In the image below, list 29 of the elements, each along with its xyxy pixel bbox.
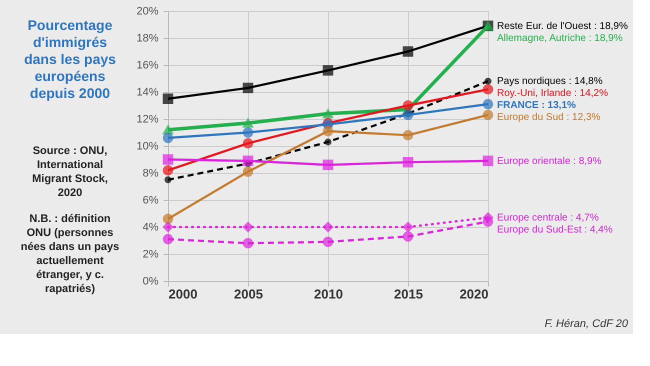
series-label: Allemagne, Autriche : 18,9% [497, 32, 623, 44]
series-label: FRANCE : 13,1% [497, 100, 576, 112]
y-tick-label: 12% [136, 114, 159, 126]
source-note: Source : ONU, International Migrant Stock, 2020 [32, 145, 108, 199]
y-tick-label: 0% [142, 276, 159, 288]
text: Pourcentage d'immigrés dans les pays européens depuis 2000 [24, 17, 116, 101]
series-label: Europe du Sud-Est : 4,4% [497, 224, 613, 236]
y-tick-label: 14% [136, 86, 159, 98]
series-label: Pays nordiques : 14,8% [497, 76, 603, 88]
y-tick-label: 16% [136, 60, 159, 72]
y-tick-label: 18% [136, 32, 159, 44]
y-tick-label: 10% [136, 140, 159, 152]
x-tick-label: 2020 [460, 286, 488, 302]
series-label: Europe orientale : 8,9% [497, 156, 602, 167]
y-tick-label: 6% [142, 194, 159, 206]
y-tick-label: 4% [142, 222, 159, 234]
series-label: Roy.-Uni, Irlande : 14,2% [497, 88, 608, 100]
series-label: Reste Eur. de l'Ouest : 18,9% [497, 20, 628, 32]
text: F. Héran, CdF 20 [544, 318, 629, 330]
y-tick-label: 8% [142, 168, 159, 180]
x-tick-label: 2005 [234, 286, 263, 302]
y-tick-label: 2% [142, 248, 159, 260]
series-label: Europe centrale : 4,7% [497, 212, 599, 224]
x-tick-label: 2010 [314, 286, 343, 302]
x-tick-label: 2015 [394, 286, 423, 302]
series-label: Europe du Sud : 12,3% [497, 112, 601, 124]
x-tick-label: 2000 [168, 286, 198, 302]
text: N.B. : définition ONU (personnes nées dans un pays actuellement étranger, y c. rapatriés) [20, 213, 120, 295]
y-tick-label: 20% [136, 6, 159, 18]
